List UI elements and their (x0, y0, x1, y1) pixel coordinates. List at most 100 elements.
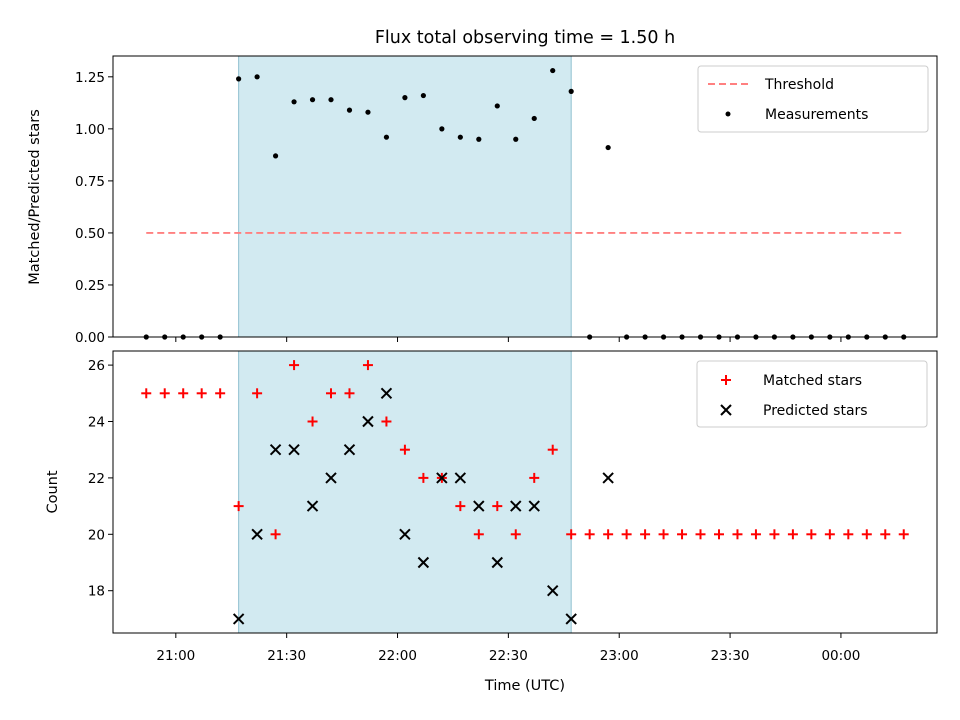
matched-star-point (603, 529, 614, 540)
matched-star-point (215, 388, 226, 399)
legend-predicted-label: Predicted stars (763, 403, 868, 419)
matched-star-point (510, 529, 521, 540)
matched-star-point (640, 529, 651, 540)
bottom-plot-frame (112, 350, 938, 634)
measurement-point (457, 134, 463, 140)
top-ytick-label: 0.50 (75, 226, 105, 242)
measurement-point (309, 97, 316, 103)
matched-star-point (898, 529, 909, 540)
bottom-y-axis-label: Count (45, 470, 61, 513)
bottom-legend: Matched stars Predicted stars (696, 360, 928, 428)
legend-matched-label: Matched stars (763, 373, 862, 389)
matched-star-point (196, 388, 207, 399)
predicted-star-point (547, 584, 559, 597)
matched-star-point (584, 529, 595, 540)
matched-star-point (880, 529, 891, 540)
matched-star-point (824, 529, 835, 540)
matched-star-point (233, 501, 244, 512)
predicted-star-point (399, 528, 411, 541)
predicted-star-point (362, 415, 374, 428)
top-panel: 0.00 0.25 0.50 0.75 1.00 1.25 Matched/Predict… (27, 55, 938, 346)
matched-star-point (252, 388, 263, 399)
predicted-star-point (473, 500, 485, 512)
measurement-point (291, 99, 297, 105)
bottom-xtick-label: 21:00 (156, 648, 195, 664)
measurement-point (531, 115, 537, 122)
matched-star-point (326, 388, 337, 399)
matched-star-point (381, 416, 392, 427)
measurement-point (439, 126, 445, 132)
top-plot-frame (112, 55, 938, 338)
x-axis-label: Time (UTC) (484, 678, 565, 694)
matched-star-point (473, 529, 484, 540)
matched-star-point (806, 529, 817, 540)
measurement-point (254, 74, 260, 80)
bottom-xtick-label: 23:00 (600, 648, 639, 664)
bottom-xtick-label: 22:30 (489, 648, 528, 664)
matched-star-point (861, 529, 872, 540)
chart-title: Flux total observing time = 1.50 h (375, 28, 675, 48)
predicted-star-point (602, 472, 614, 484)
measurement-point (328, 97, 334, 103)
matched-star-point (418, 472, 429, 483)
measurement-point (494, 103, 500, 109)
bottom-xtick-label: 22:00 (378, 648, 417, 664)
bottom-ytick-label: 18 (88, 584, 105, 600)
matched-star-point (787, 529, 798, 540)
matched-star-point (750, 529, 761, 540)
measurement-point (346, 107, 353, 113)
bottom-xtick-label: 00:00 (821, 648, 860, 664)
measurement-point (383, 134, 390, 140)
matched-star-point (289, 360, 300, 371)
predicted-star-point (528, 500, 540, 512)
bottom-ytick-label: 26 (88, 358, 105, 374)
legend-measurements-swatch (725, 111, 731, 117)
matched-star-point (695, 529, 706, 540)
matched-star-point (677, 529, 688, 540)
matched-star-point (492, 501, 503, 512)
measurement-point (420, 92, 426, 99)
predicted-star-point (288, 443, 300, 456)
matched-star-point (178, 388, 189, 399)
matched-star-point (344, 388, 355, 399)
measurement-point (605, 144, 611, 151)
predicted-star-point (454, 472, 467, 484)
observing-window-band (238, 350, 572, 634)
measurement-point (365, 109, 371, 115)
measurement-point (476, 136, 482, 142)
bottom-xtick-label: 21:30 (267, 648, 306, 664)
matched-star-point (159, 388, 170, 399)
top-ytick-label: 0.00 (75, 330, 105, 346)
legend-measurements-label: Measurements (765, 107, 868, 123)
predicted-star-point (251, 528, 263, 541)
bottom-ytick-label: 22 (88, 471, 105, 487)
bottom-xtick-label: 23:30 (711, 648, 750, 664)
matched-star-point (362, 360, 373, 371)
measurement-point (272, 153, 279, 159)
measurement-point (550, 67, 556, 74)
predicted-star-point (325, 472, 337, 484)
predicted-star-point (436, 472, 448, 484)
predicted-star-point (343, 443, 356, 456)
top-ytick-label: 1.25 (75, 70, 105, 86)
matched-star-point (769, 529, 780, 540)
predicted-star-point (565, 613, 577, 625)
predicted-star-point (491, 556, 503, 569)
bottom-ytick-label: 20 (88, 527, 105, 543)
matched-star-point (621, 529, 632, 540)
top-ytick-label: 1.00 (75, 122, 105, 138)
matched-star-point (713, 529, 724, 540)
matched-star-point (732, 529, 743, 540)
legend-predicted-swatch (720, 404, 732, 416)
top-y-axis-label: Matched/Predicted stars (27, 109, 43, 285)
matched-star-point (547, 444, 558, 455)
measurement-point (513, 136, 519, 142)
top-legend: Threshold Measurements (697, 65, 929, 133)
predicted-star-point (510, 500, 522, 512)
predicted-star-point (269, 443, 282, 456)
matched-star-point (307, 416, 318, 427)
predicted-star-point (306, 500, 319, 512)
legend-threshold-label: Threshold (764, 77, 834, 93)
measurement-point (402, 95, 408, 101)
predicted-star-point (232, 613, 245, 625)
